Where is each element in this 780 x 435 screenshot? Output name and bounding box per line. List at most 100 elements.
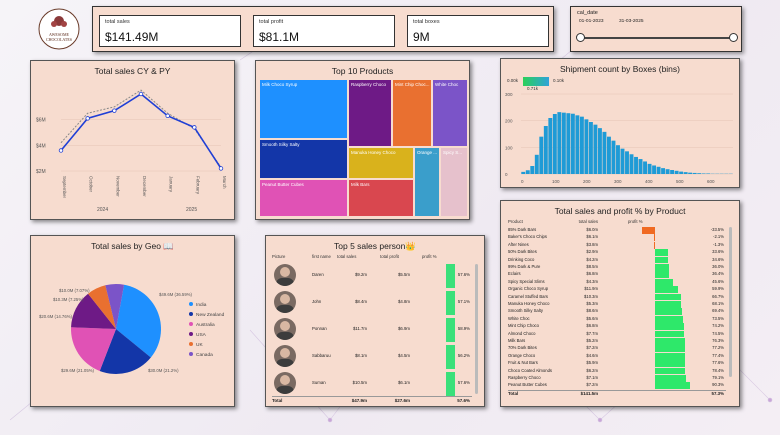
pie-data-label: $49.6M (36.59%) bbox=[159, 292, 193, 297]
profit-bar bbox=[655, 315, 684, 323]
total-divider bbox=[508, 389, 726, 391]
legend-label: Canada bbox=[196, 352, 213, 358]
line-chart[interactable]: $6M $4M $2M September October November Decembe… bbox=[31, 76, 236, 221]
treemap-cell: Smooth Silky Salty bbox=[259, 139, 348, 179]
histogram-bar bbox=[597, 128, 602, 174]
person-profit: $5.5m bbox=[398, 272, 410, 277]
product-profit-pct: 66.7% bbox=[712, 293, 724, 299]
histogram-bar bbox=[530, 166, 535, 174]
total-label: Total bbox=[272, 398, 283, 403]
avatar-body bbox=[276, 359, 294, 367]
product-profit-pct: 90.3% bbox=[712, 382, 724, 388]
x-tick-label: March bbox=[222, 176, 227, 189]
legend-label: India bbox=[196, 302, 207, 308]
treemap-cell: Spicy S... bbox=[440, 147, 468, 217]
product-profit-pct: 59.9% bbox=[712, 286, 724, 292]
treemap[interactable]: Milk Choco Syrup Smooth Silky Salty Peanut… bbox=[259, 79, 468, 217]
histogram-bar bbox=[579, 116, 584, 174]
shipment-panel: Shipment count by Boxes (bins) 0.00k 0.1… bbox=[500, 58, 740, 188]
range-gradient[interactable] bbox=[523, 77, 549, 86]
x-tick-label: October bbox=[89, 176, 94, 193]
profit-bar bbox=[655, 249, 669, 256]
histogram-bar bbox=[620, 148, 625, 174]
range-value: 0.71k bbox=[527, 86, 539, 91]
histogram-bar bbox=[643, 161, 647, 174]
avatar bbox=[274, 345, 296, 367]
treemap-cell: Milk Bars bbox=[348, 179, 414, 217]
kpi-total-sales[interactable]: total sales $141.49M bbox=[99, 15, 241, 47]
product-name: After Nines bbox=[508, 241, 529, 247]
slider-handle-start[interactable] bbox=[576, 33, 585, 42]
column-header: total sales bbox=[337, 254, 357, 259]
total-profit-pct: 57.3% bbox=[711, 390, 724, 396]
person-profit: $6.1m bbox=[398, 380, 410, 385]
pie-chart[interactable]: $49.6M (36.59%) $30.0M (21.2%) $29.6M (21.… bbox=[31, 252, 236, 407]
data-point bbox=[165, 113, 170, 119]
avatar bbox=[274, 318, 296, 340]
avatar-body bbox=[276, 386, 294, 394]
person-name: John bbox=[312, 299, 322, 304]
kpi-total-profit[interactable]: total profit $81.1M bbox=[253, 15, 395, 47]
slider-handle-end[interactable] bbox=[729, 33, 738, 42]
histogram-bar bbox=[534, 154, 539, 174]
product-sales: $6.0m bbox=[586, 227, 598, 232]
product-table[interactable]: Product total sales profit % 85% Dark Bars $… bbox=[508, 219, 733, 405]
profit-bar bbox=[655, 360, 686, 367]
profit-bar bbox=[655, 382, 690, 390]
slicer-start[interactable]: 01-01-2023 bbox=[579, 19, 604, 24]
x-tick-label: February bbox=[195, 176, 200, 195]
product-name: 50% Dark Bites bbox=[508, 249, 537, 255]
product-profit-pct: 77.4% bbox=[712, 352, 724, 358]
legend-marker bbox=[189, 302, 193, 306]
profit-bar bbox=[655, 330, 684, 338]
product-profit-pct: -33.5% bbox=[710, 227, 724, 232]
product-name: Baker's Choco Chips bbox=[508, 234, 547, 240]
histogram-bar bbox=[611, 140, 616, 174]
product-profit-pct: 45.6% bbox=[712, 278, 724, 284]
kpi-bar: total sales $141.49M total profit $81.1M… bbox=[92, 6, 554, 52]
person-profit-pct: 56.2% bbox=[457, 353, 470, 358]
legend-marker bbox=[189, 332, 193, 336]
legend-label: New Zealand bbox=[196, 312, 225, 318]
range-max: 0.10k bbox=[553, 78, 565, 83]
x-tick-label: 300 bbox=[614, 179, 622, 184]
logo-emblem bbox=[38, 8, 80, 50]
total-profit: $27.6m bbox=[394, 398, 410, 403]
product-profit-pct: 34.6% bbox=[712, 256, 724, 262]
histogram-chart[interactable]: 300 200 100 0 0 100 200 300 400 500 600 bbox=[501, 89, 741, 189]
product-name: 70% Dark Bites bbox=[508, 345, 537, 351]
histogram-bar bbox=[701, 173, 706, 174]
histogram-bar bbox=[679, 171, 684, 174]
histogram-bar bbox=[543, 126, 548, 174]
product-sales: $10.3m bbox=[584, 293, 598, 299]
total-sales: $47.9m bbox=[351, 398, 367, 403]
y-tick-label: $6M bbox=[36, 118, 46, 124]
histogram-bar bbox=[521, 171, 526, 174]
total-label: Total bbox=[508, 390, 519, 396]
kpi-label: total boxes bbox=[413, 19, 440, 25]
x-tick-label: 0 bbox=[521, 179, 524, 184]
pie-slice bbox=[71, 327, 116, 371]
pie-slice bbox=[71, 293, 116, 329]
date-slicer[interactable]: cal_date 01-01-2023 31-03-2025 bbox=[570, 6, 742, 52]
histogram-bar bbox=[625, 151, 629, 174]
product-name: White Choc bbox=[508, 315, 530, 321]
pie-data-label: $20.6M (14.76%) bbox=[39, 314, 73, 319]
histogram-bar bbox=[602, 131, 607, 174]
kpi-label: total profit bbox=[259, 19, 284, 25]
column-header: total profit bbox=[380, 254, 399, 259]
column-header: Picture bbox=[272, 254, 286, 259]
slider-track[interactable] bbox=[581, 37, 733, 39]
person-name: Sabbaruu bbox=[312, 353, 331, 358]
kpi-total-boxes[interactable]: total boxes 9M bbox=[407, 15, 549, 47]
histogram-bar bbox=[593, 124, 598, 174]
product-name: Caramel Stuffed Bars bbox=[508, 293, 548, 299]
sales-person-table[interactable]: Picture first name total sales total profit… bbox=[272, 254, 478, 404]
kpi-value: $81.1M bbox=[259, 30, 300, 44]
product-sales: $4.2m bbox=[586, 256, 598, 262]
slicer-end[interactable]: 31-03-2025 bbox=[619, 19, 644, 24]
column-header: profit % bbox=[422, 254, 437, 259]
treemap-label: Peanut Butter Cubes bbox=[262, 182, 304, 187]
histogram-bar bbox=[634, 156, 638, 174]
histogram-bar bbox=[683, 172, 688, 174]
